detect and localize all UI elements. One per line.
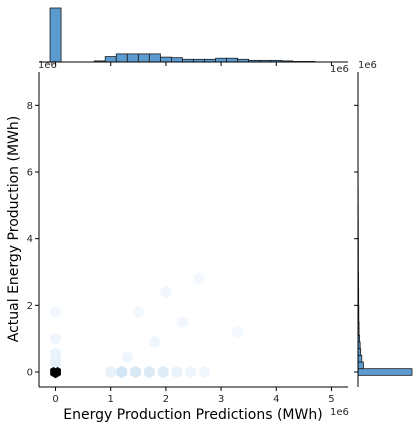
x-offset-label: 1e6: [330, 407, 349, 418]
top-hist-bar: [49, 7, 62, 63]
x-tick-label: 4: [273, 394, 279, 405]
hexbin-cell: [105, 365, 117, 379]
right-histogram: [357, 72, 413, 387]
top-hist-bar: [148, 53, 161, 63]
x-tick-label: 0: [52, 394, 58, 405]
top-hist-bar: [226, 57, 239, 63]
top-hist-bar: [137, 53, 150, 63]
y-tick-label: 6: [27, 168, 33, 179]
hexbin-cell: [132, 305, 144, 319]
top-hist-bar: [104, 56, 117, 63]
hexbin-cell: [199, 365, 210, 379]
y-offset-label: 1e6: [38, 60, 57, 71]
y-axis-label: Actual Energy Production (MWh): [6, 116, 22, 342]
hexbin-cell: [149, 335, 161, 349]
hexbin-cell: [160, 285, 172, 299]
x-tick-label: 1: [108, 394, 114, 405]
hexbin-cell: [50, 332, 61, 345]
right-hist-bar: [357, 361, 364, 370]
top-hist-bar: [215, 57, 228, 63]
right-hist-bar: [357, 354, 363, 363]
x-tick-label: 2: [163, 394, 169, 405]
y-tick-label: 0: [27, 368, 33, 379]
x-axis-label: Energy Production Predictions (MWh): [63, 407, 322, 423]
hexbin-cell: [232, 325, 244, 339]
top-hist-bar: [159, 56, 172, 63]
y-tick-label: 8: [27, 101, 33, 112]
right-hist-bar: [357, 368, 413, 376]
x-tick-label: 5: [328, 394, 334, 405]
hexbin-cell: [50, 305, 61, 319]
hexbin-cell: [121, 350, 133, 364]
hexbin-cell: [171, 365, 183, 379]
top-hist-offset-label: 1e6: [330, 64, 349, 75]
x-tick-label: 3: [218, 394, 224, 405]
hexbin-cell: [50, 347, 61, 360]
hexbin-cell: [50, 365, 61, 379]
axes: [38, 72, 348, 388]
top-histogram: [39, 7, 348, 63]
y-tick-label: 4: [27, 234, 33, 245]
hexbin-cell: [193, 272, 205, 285]
ticks: 0 1 2 3 4 5 0 2 4 6 8: [27, 62, 358, 405]
top-hist-bar: [115, 53, 128, 63]
hexbin-cell: [177, 315, 188, 329]
hexbin-cell: [185, 365, 197, 379]
hexbin-cell: [130, 365, 141, 379]
hexbin-cell: [143, 365, 155, 379]
top-hist-bar: [171, 57, 183, 63]
hexbin-layer: [50, 272, 244, 379]
y-tick-label: 2: [27, 301, 33, 312]
right-hist-offset-label: 1e6: [358, 60, 377, 71]
hexbin-cell: [157, 365, 169, 379]
hexbin-cell: [50, 355, 61, 369]
hexbin-cell: [116, 365, 128, 379]
top-hist-bar: [126, 53, 139, 63]
